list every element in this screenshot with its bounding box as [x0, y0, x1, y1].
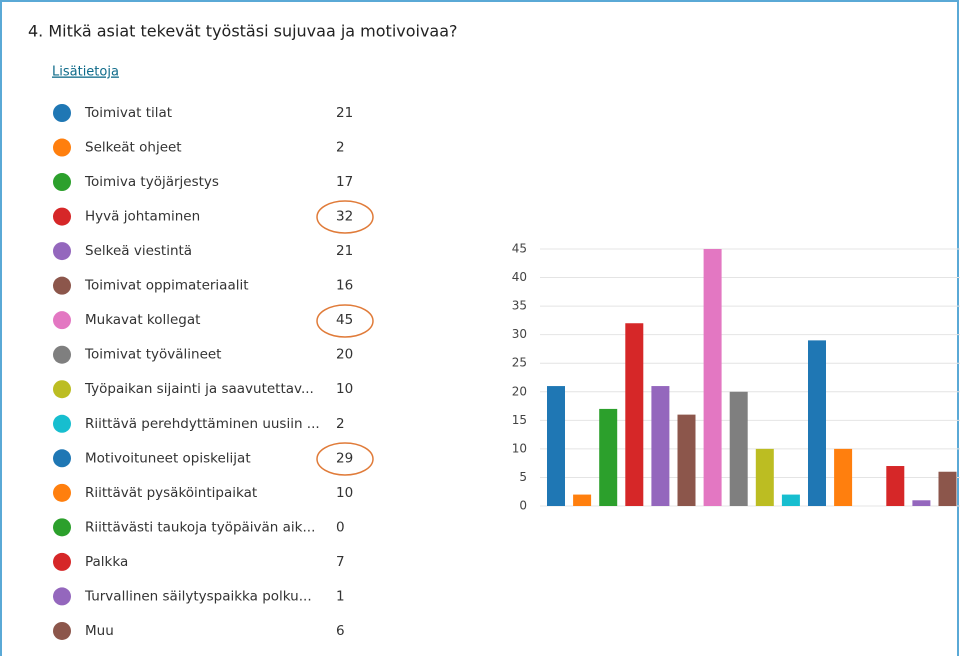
legend-label: Toimivat oppimateriaalit [84, 278, 249, 294]
y-tick-label: 25 [512, 356, 527, 370]
legend-label: Hyvä johtaminen [85, 209, 200, 225]
legend-count: 21 [336, 105, 353, 121]
legend-dot [53, 621, 71, 640]
legend-count: 2 [336, 140, 345, 156]
legend-label: Toimivat tilat [84, 105, 172, 121]
legend-count: 29 [336, 450, 353, 466]
bar [599, 408, 618, 506]
legend-label: Riittävät pysäköintipaikat [85, 485, 257, 501]
legend-dot [53, 207, 71, 226]
legend-label: Toimiva työjärjestys [84, 174, 219, 190]
question-title: 4. Mitkä asiat tekevät työstäsi sujuvaa … [28, 22, 458, 41]
legend-count: 2 [336, 416, 345, 432]
highlight [316, 442, 374, 476]
bar [677, 414, 696, 506]
legend-label: Riittävästi taukoja työpäivän aik... [85, 519, 315, 535]
legend-label: Motivoituneet opiskelijat [85, 450, 251, 466]
bar [808, 340, 826, 506]
legend-dot [53, 483, 71, 502]
legend-count: 6 [336, 623, 345, 639]
legend-count: 20 [336, 347, 353, 363]
legend-label: Muu [85, 623, 114, 639]
legend-label: Palkka [85, 554, 128, 570]
bar [912, 500, 931, 506]
legend-label: Toimivat työvälineet [84, 347, 221, 363]
y-tick-label: 35 [512, 299, 527, 313]
bar [781, 494, 800, 506]
legend-count: 0 [336, 519, 345, 535]
legend-count: 1 [336, 588, 345, 604]
legend-count: 10 [336, 485, 353, 501]
y-tick-label: 40 [512, 270, 527, 284]
y-tick-label: 30 [512, 327, 527, 341]
legend-dot [53, 138, 71, 157]
legend-label: Selkeät ohjeet [85, 140, 182, 156]
legend-dot [53, 380, 71, 399]
highlight [316, 200, 374, 234]
legend-count: 10 [336, 381, 353, 397]
bar [886, 466, 905, 506]
legend-count: 45 [336, 312, 353, 328]
legend-count: 7 [336, 554, 345, 570]
bar [625, 323, 644, 506]
bar [651, 386, 670, 506]
bar [547, 386, 565, 506]
y-tick-label: 5 [519, 470, 527, 484]
bar [703, 249, 722, 506]
highlight [316, 304, 374, 338]
legend-label: Työpaikan sijainti ja saavutettav... [84, 381, 314, 397]
legend-dot [53, 449, 71, 468]
legend-dot [53, 518, 71, 537]
legend-dot [53, 552, 71, 571]
legend-dot [53, 276, 71, 295]
y-tick-label: 0 [519, 499, 527, 513]
legend-count: 16 [336, 278, 353, 294]
legend-dot [53, 104, 71, 122]
y-tick-label: 45 [512, 242, 527, 256]
legend-dot [53, 173, 71, 192]
legend-dot [53, 242, 71, 261]
legend-dot [53, 414, 71, 433]
legend-count: 17 [336, 174, 353, 190]
legend-label: Turvallinen säilytyspaikka polku... [84, 588, 312, 604]
y-tick-label: 20 [512, 384, 527, 398]
legend-label: Selkeä viestintä [85, 243, 192, 259]
bar [938, 471, 957, 506]
legend-dot [53, 311, 71, 330]
legend-label: Riittävä perehdyttäminen uusiin ... [85, 416, 320, 432]
y-tick-label: 10 [512, 441, 527, 455]
more-info-link[interactable]: Lisätietoja [52, 65, 119, 80]
legend-label: Mukavat kollegat [85, 312, 200, 328]
y-tick-label: 15 [512, 413, 527, 427]
bar [834, 448, 853, 506]
bar [573, 494, 592, 506]
legend-count: 32 [336, 209, 353, 225]
bar [755, 448, 774, 506]
bar [729, 391, 748, 506]
legend-dot [53, 587, 71, 606]
legend-dot [53, 345, 71, 364]
legend-count: 21 [336, 243, 353, 259]
